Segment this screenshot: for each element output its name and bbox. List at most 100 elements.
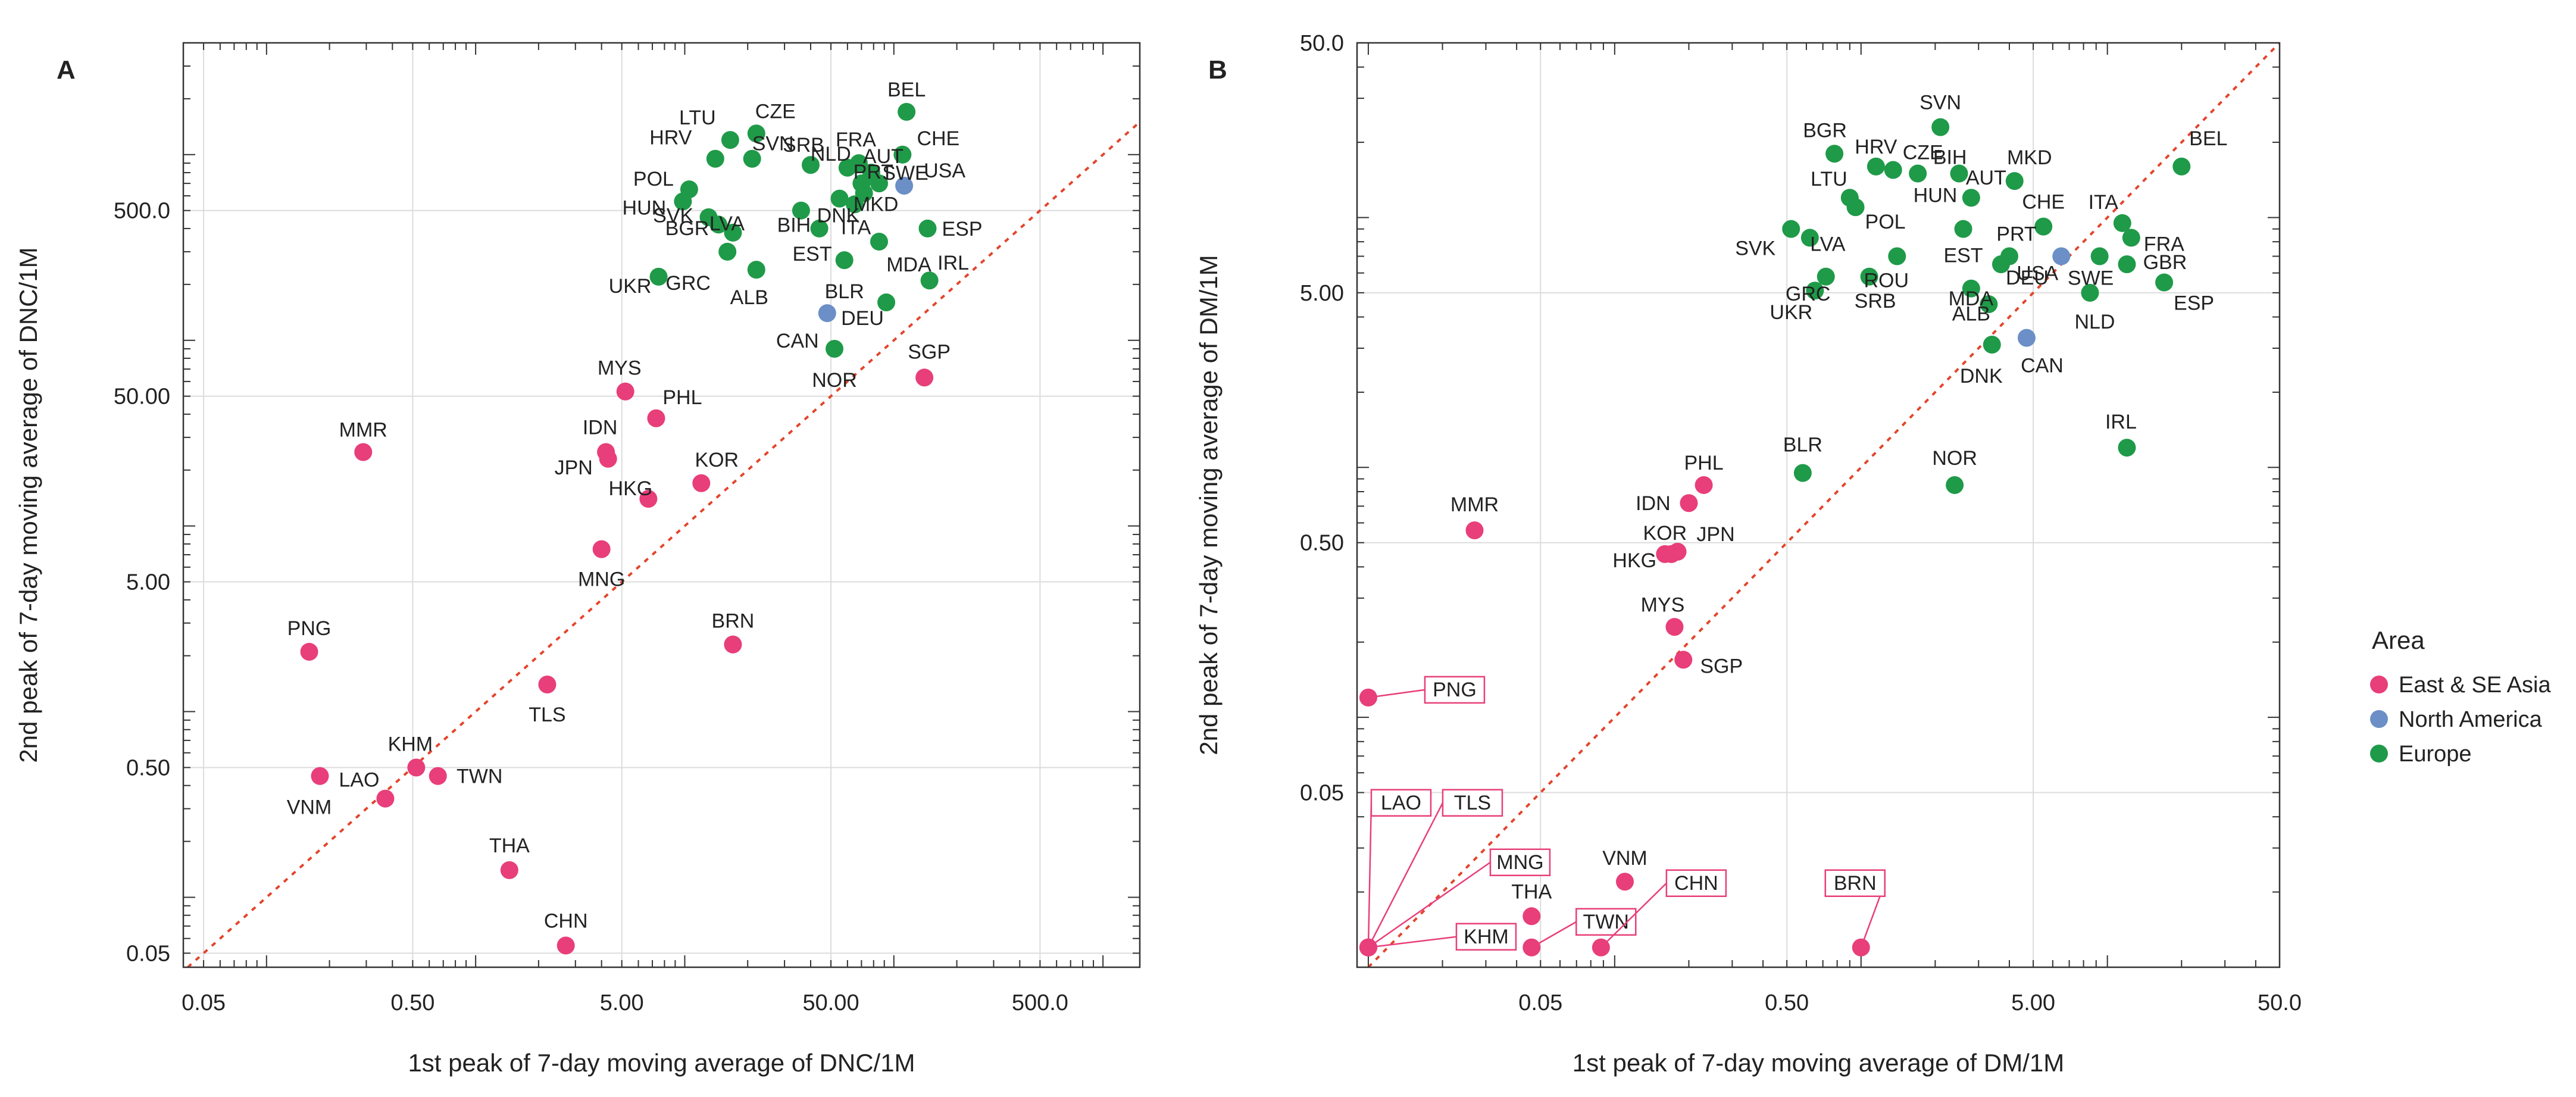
point-label: EST — [792, 243, 831, 265]
y-tick-label: 0.05 — [1300, 781, 1344, 806]
point-label: SRB — [783, 134, 824, 157]
point-label: HUN — [623, 196, 667, 219]
legend-label: East & SE Asia — [2399, 673, 2551, 698]
point-svk — [709, 215, 728, 234]
point-nld — [838, 158, 856, 177]
y-tick-label: 50.00 — [114, 385, 170, 410]
point-label: VNM — [1602, 847, 1647, 870]
point-label: PRT — [854, 161, 893, 183]
point-label: CZE — [755, 100, 796, 123]
point-label: AUT — [863, 145, 904, 168]
point-label: MNG — [578, 568, 625, 591]
point-irl — [920, 271, 939, 290]
point-label: SVK — [1735, 237, 1775, 260]
x-tick-label: 50.0 — [2258, 990, 2302, 1015]
point-label: BRN — [712, 610, 755, 633]
point-label: BIH — [777, 214, 811, 237]
point-ukr — [1806, 282, 1824, 300]
y-tick-label: 5.00 — [126, 570, 170, 595]
callout-box — [1455, 923, 1517, 951]
x-tick-label: 5.00 — [600, 990, 644, 1015]
point-label: IDN — [583, 417, 618, 439]
point-jpn — [599, 449, 617, 468]
callout-box — [1370, 789, 1432, 817]
point-label: SVK — [653, 204, 693, 227]
point-sgp — [915, 368, 934, 387]
point-blr — [835, 251, 854, 270]
point-label: HRV — [649, 127, 692, 149]
point-mkd — [2005, 172, 2024, 190]
point-label: ESP — [942, 218, 982, 240]
point-label: JPN — [555, 457, 593, 479]
y-tick-label: 50.0 — [1300, 31, 1344, 56]
point-label: HRV — [1855, 136, 1897, 158]
point-deu — [877, 293, 896, 312]
panel-b: B 0.05 0.50 5.00 50.0 0.05 0.50 5.00 50.0 1st pea… — [1195, 31, 2302, 1077]
point-nor — [826, 339, 844, 358]
point-grc — [1817, 267, 1835, 286]
point-bgr — [1825, 145, 1844, 163]
point-label: CHN — [1674, 872, 1718, 895]
point-cze — [747, 124, 765, 143]
point-sgp — [1674, 651, 1693, 669]
point-label: BEL — [2189, 127, 2227, 150]
point-srb — [801, 156, 820, 174]
point-can — [818, 304, 836, 323]
point-jpn — [1668, 542, 1687, 561]
legend-label: Europe — [2399, 742, 2472, 767]
point-est — [1954, 220, 1972, 238]
point-label: SWE — [882, 162, 928, 185]
y-tick-label: 0.50 — [126, 755, 170, 780]
point-label: THA — [1511, 880, 1552, 903]
point-cze — [1884, 161, 1902, 179]
point-label: GRC — [1786, 283, 1831, 305]
point-vnm — [311, 767, 329, 785]
panel-letter: B — [1208, 55, 1227, 85]
point-label: TLS — [529, 704, 565, 726]
x-tick-label: 0.05 — [182, 990, 226, 1015]
point-alb — [1962, 279, 1980, 298]
point-rou — [1888, 247, 1906, 265]
point-srb — [1860, 267, 1878, 286]
point-ita — [846, 195, 864, 214]
point-label: HKG — [609, 477, 653, 500]
point-label: ALB — [730, 286, 768, 309]
point-label: DEU — [2006, 267, 2049, 289]
point-label: FRA — [2144, 233, 2184, 255]
point-label: LVA — [1810, 233, 1846, 255]
point-mng — [592, 540, 611, 558]
plot-frame — [1356, 42, 2281, 968]
point-alb — [747, 261, 765, 279]
legend-marker-europe — [2370, 745, 2388, 762]
point-label: MMR — [1450, 493, 1499, 516]
point-nld — [2081, 283, 2099, 302]
point-hkg — [639, 490, 658, 508]
point-label: MKD — [2007, 146, 2052, 169]
point-label: NOR — [1932, 447, 1977, 470]
point-label: CAN — [776, 330, 819, 352]
point-hun — [1950, 164, 1968, 183]
point-dnk — [1983, 336, 2001, 354]
point-svn — [1931, 118, 1950, 136]
point-label: KOR — [695, 449, 739, 471]
point-label: JPN — [1696, 523, 1734, 546]
point-svn — [743, 149, 761, 168]
point-label: BIH — [1933, 146, 1967, 169]
y-tick-label: 0.50 — [1300, 531, 1344, 556]
x-tick-label: 500.0 — [1012, 990, 1068, 1015]
point-label: AUT — [1966, 167, 2006, 189]
point-label: POL — [1865, 211, 1906, 233]
point-mmr — [354, 443, 373, 461]
point-label: ALB — [1952, 303, 1990, 326]
legend-title: Area — [2372, 626, 2425, 654]
y-axis-label: 2nd peak of 7-day moving average of DNC/… — [14, 247, 42, 762]
point-ita — [2113, 214, 2131, 232]
point-label: ITA — [2089, 191, 2119, 214]
point-label: MYS — [598, 357, 642, 380]
point-tha — [1523, 907, 1541, 926]
point-label: ESP — [2174, 292, 2214, 314]
point-label: FRA — [836, 129, 876, 151]
point-hun — [674, 192, 692, 211]
point-label: SRB — [1855, 290, 1896, 312]
